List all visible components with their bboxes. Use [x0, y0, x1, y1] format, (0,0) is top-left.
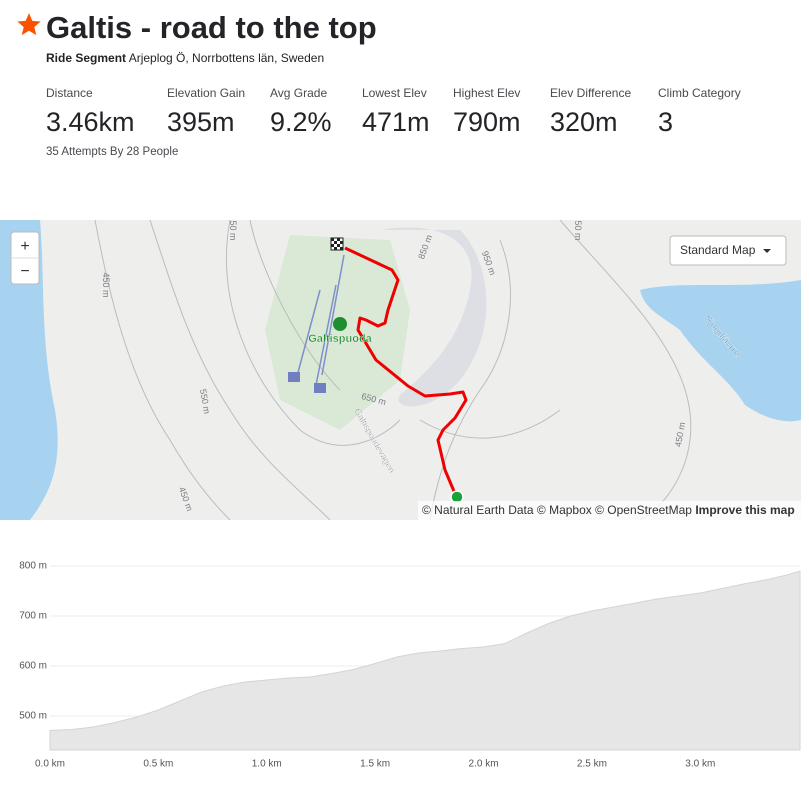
contour-label: 450 m: [673, 421, 687, 447]
x-tick-label: 1.0 km: [252, 759, 282, 770]
x-tick-label: 2.0 km: [469, 759, 499, 770]
map[interactable]: Galtispuoda SjugdjávrreGaltispoudevägen65…: [0, 220, 801, 520]
zoom-in[interactable]: +: [20, 238, 29, 255]
zoom-controls: + −: [10, 231, 40, 285]
x-tick-label: 1.5 km: [360, 759, 390, 770]
y-tick-label: 500 m: [19, 711, 47, 722]
stat: Elevation Gain 395m: [167, 86, 245, 138]
zoom-out[interactable]: −: [20, 263, 29, 280]
x-tick-label: 2.5 km: [577, 759, 607, 770]
contour-label: 550 m: [198, 388, 212, 414]
contour-label: 650 m: [228, 220, 238, 241]
stat: Elev Difference 320m: [550, 86, 631, 138]
attempts: 35 Attempts By 28 People: [46, 146, 179, 158]
map-style-button[interactable]: [669, 235, 787, 266]
x-tick-label: 0.5 km: [143, 759, 173, 770]
stat-value: 9.2%: [270, 107, 332, 137]
elevation-chart: 500 m 600 m 700 m 800 m 0.0 km 0.5 km 1.0 km 1.…: [19, 561, 801, 770]
place-label: Galtispuoda: [308, 333, 372, 345]
y-tick-label: 600 m: [19, 661, 47, 672]
stat-label: Climb Category: [658, 86, 741, 100]
stat: Climb Category 3: [658, 86, 741, 138]
subtitle: Ride Segment Arjeplog Ö, Norrbottens län…: [46, 51, 324, 65]
stat: Lowest Elev 471m: [362, 86, 430, 138]
attribution-text: © Natural Earth Data © Mapbox © OpenStre…: [422, 503, 692, 517]
x-tick-label: 0.0 km: [35, 759, 65, 770]
segment-type: Ride Segment: [46, 51, 127, 65]
x-tick-label: 3.0 km: [685, 759, 715, 770]
elevation-area: [49, 570, 801, 751]
stat-value: 320m: [550, 107, 618, 137]
stat-label: Lowest Elev: [362, 86, 427, 100]
contour-label: 450 m: [101, 272, 111, 297]
segment-title: Galtis - road to the top: [46, 10, 377, 45]
stat-value: 471m: [362, 107, 430, 137]
stat-label: Distance: [46, 86, 93, 100]
stat: Highest Elev 790m: [453, 86, 521, 138]
map-style[interactable]: Standard Map: [669, 235, 787, 266]
y-tick-label: 800 m: [19, 561, 47, 572]
stat-value: 790m: [453, 107, 521, 137]
stat-label: Avg Grade: [270, 86, 328, 100]
map-attribution: © Natural Earth Data © Mapbox © OpenStre…: [422, 503, 795, 517]
stat-value: 3.46km: [46, 107, 135, 137]
stat-label: Highest Elev: [453, 86, 521, 100]
stat-label: Elevation Gain: [167, 86, 246, 100]
y-tick-label: 700 m: [19, 611, 47, 622]
improve-map-link[interactable]: Improve this map: [695, 503, 794, 517]
star-icon[interactable]: [16, 12, 42, 38]
stat-value: 3: [658, 107, 674, 137]
contour-label: 650 m: [573, 220, 583, 241]
location: Arjeplog Ö, Norrbottens län, Sweden: [128, 51, 325, 65]
stat: Distance 3.46km: [46, 86, 135, 138]
stat-label: Elev Difference: [550, 86, 632, 100]
map-style-label[interactable]: Standard Map: [680, 243, 756, 257]
stat: Avg Grade 9.2%: [270, 86, 332, 138]
stat-value: 395m: [167, 107, 235, 137]
